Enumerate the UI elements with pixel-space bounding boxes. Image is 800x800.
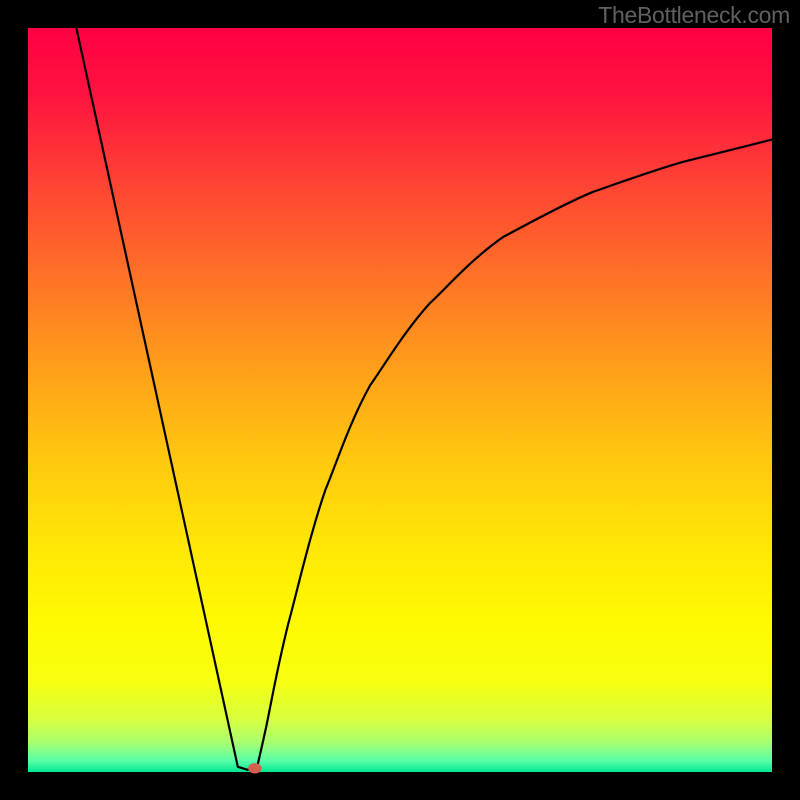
plot-background: [28, 28, 772, 772]
optimum-marker: [248, 763, 261, 773]
watermark-text: TheBottleneck.com: [598, 2, 790, 29]
bottleneck-chart: [0, 0, 800, 800]
